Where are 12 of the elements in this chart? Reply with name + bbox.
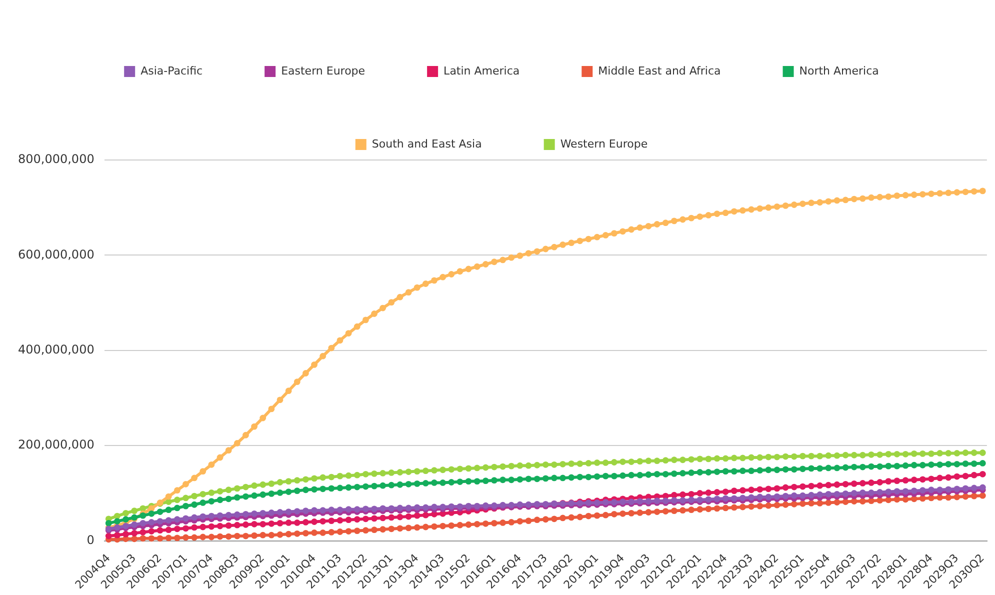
y-tick-label: 400,000,000 — [18, 342, 94, 357]
legend-label: Asia-Pacific — [140, 64, 203, 78]
legend-label: North America — [799, 64, 879, 78]
legend-label: Middle East and Africa — [598, 64, 721, 78]
legend-label: Western Europe — [560, 137, 648, 150]
y-tick-label: 200,000,000 — [18, 438, 94, 452]
y-tick-label: 600,000,000 — [18, 247, 94, 262]
y-tick-label: 800,000,000 — [18, 152, 94, 166]
legend-label: South and East Asia — [372, 137, 482, 150]
legend-label: Eastern Europe — [281, 64, 366, 78]
legend-label: Latin America — [444, 64, 520, 78]
y-tick-label: 0 — [86, 532, 94, 547]
